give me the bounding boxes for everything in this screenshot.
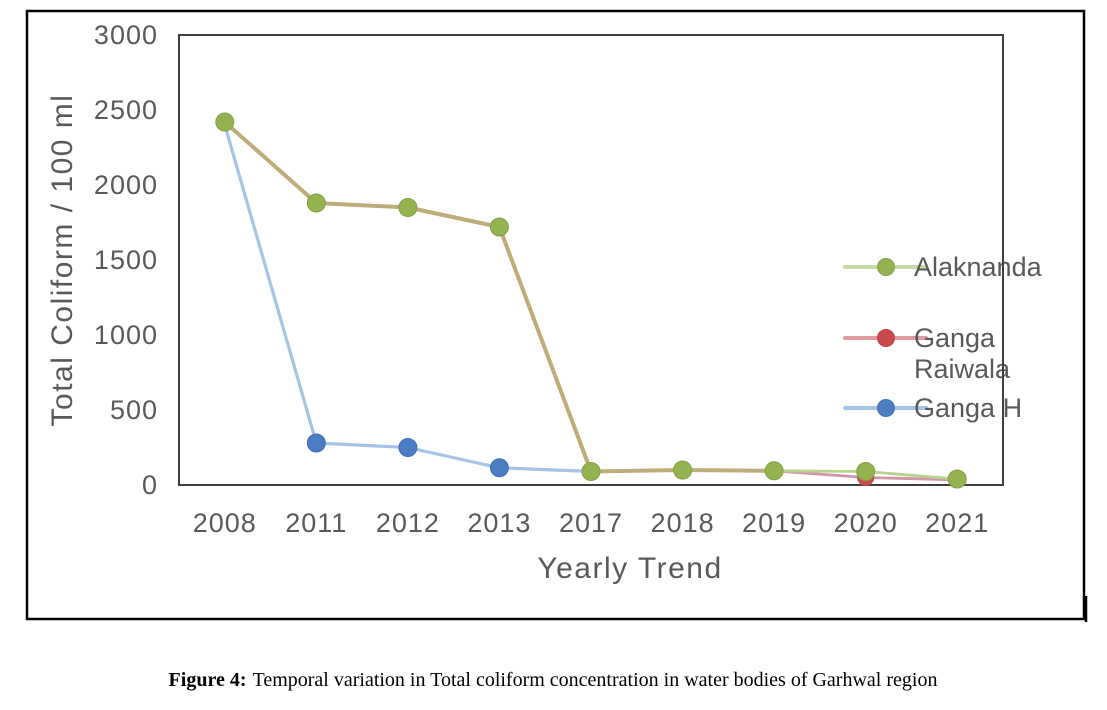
legend-item: Ganga H <box>843 393 1022 423</box>
x-tick-label: 2021 <box>925 508 989 538</box>
figure-caption-label: Figure 4: <box>168 669 247 691</box>
x-tick-label: 2019 <box>742 508 806 538</box>
legend-label: Raiwala <box>914 354 1011 384</box>
figure-border <box>25 9 1086 621</box>
data-point-ganga-h <box>489 458 509 478</box>
data-point-alaknanda <box>489 217 509 237</box>
legend-label: Alaknanda <box>914 252 1043 282</box>
y-axis-title: Total Coliform / 100 ml <box>46 94 79 427</box>
y-tick-label: 2500 <box>94 95 158 125</box>
figure-caption: Figure 4: Temporal variation in Total col… <box>63 669 1043 692</box>
y-tick-label: 1000 <box>94 320 158 350</box>
y-tick-label: 0 <box>142 470 158 500</box>
x-tick-label: 2011 <box>285 508 347 538</box>
data-point-alaknanda <box>947 469 967 489</box>
y-tick-label: 500 <box>110 395 158 425</box>
data-point-alaknanda <box>856 462 876 481</box>
legend-marker <box>877 258 895 276</box>
x-tick-label: 2018 <box>651 508 715 538</box>
x-tick-label: 2020 <box>834 508 898 538</box>
y-tick-label: 1500 <box>94 245 158 275</box>
data-point-alaknanda <box>306 193 326 213</box>
x-axis-tick-labels: 2008 2011 2012 2013 2017 2018 2019 2020 2021 <box>193 508 989 538</box>
figure-caption-text: Temporal variation in Total coliform con… <box>252 669 938 691</box>
data-point-alaknanda <box>398 198 418 217</box>
plot-area <box>178 34 1004 486</box>
chart-series <box>215 112 967 489</box>
y-tick-label: 3000 <box>94 20 158 50</box>
x-axis-title: Yearly Trend <box>537 552 722 585</box>
y-tick-label: 2000 <box>94 170 158 200</box>
data-point-alaknanda <box>215 112 235 132</box>
x-tick-label: 2017 <box>559 508 623 538</box>
legend-label: Ganga H <box>914 393 1022 423</box>
legend-item: Alaknanda <box>843 252 1043 282</box>
legend-marker <box>877 329 895 347</box>
x-tick-label: 2012 <box>376 508 440 538</box>
x-tick-label: 2008 <box>193 508 257 538</box>
x-tick-label: 2013 <box>467 508 531 538</box>
figure-4-line-chart: 0 500 1000 1500 2000 2500 3000 2008 2011 2012 201… <box>25 9 1088 622</box>
legend-label: Ganga <box>914 323 996 353</box>
data-point-alaknanda <box>764 461 784 481</box>
legend-marker <box>877 399 895 417</box>
data-point-alaknanda <box>581 462 601 481</box>
data-point-alaknanda <box>673 460 693 480</box>
data-point-ganga-h <box>306 433 326 453</box>
data-point-ganga-h <box>398 438 418 457</box>
y-axis-tick-labels: 0 500 1000 1500 2000 2500 3000 <box>94 20 158 500</box>
